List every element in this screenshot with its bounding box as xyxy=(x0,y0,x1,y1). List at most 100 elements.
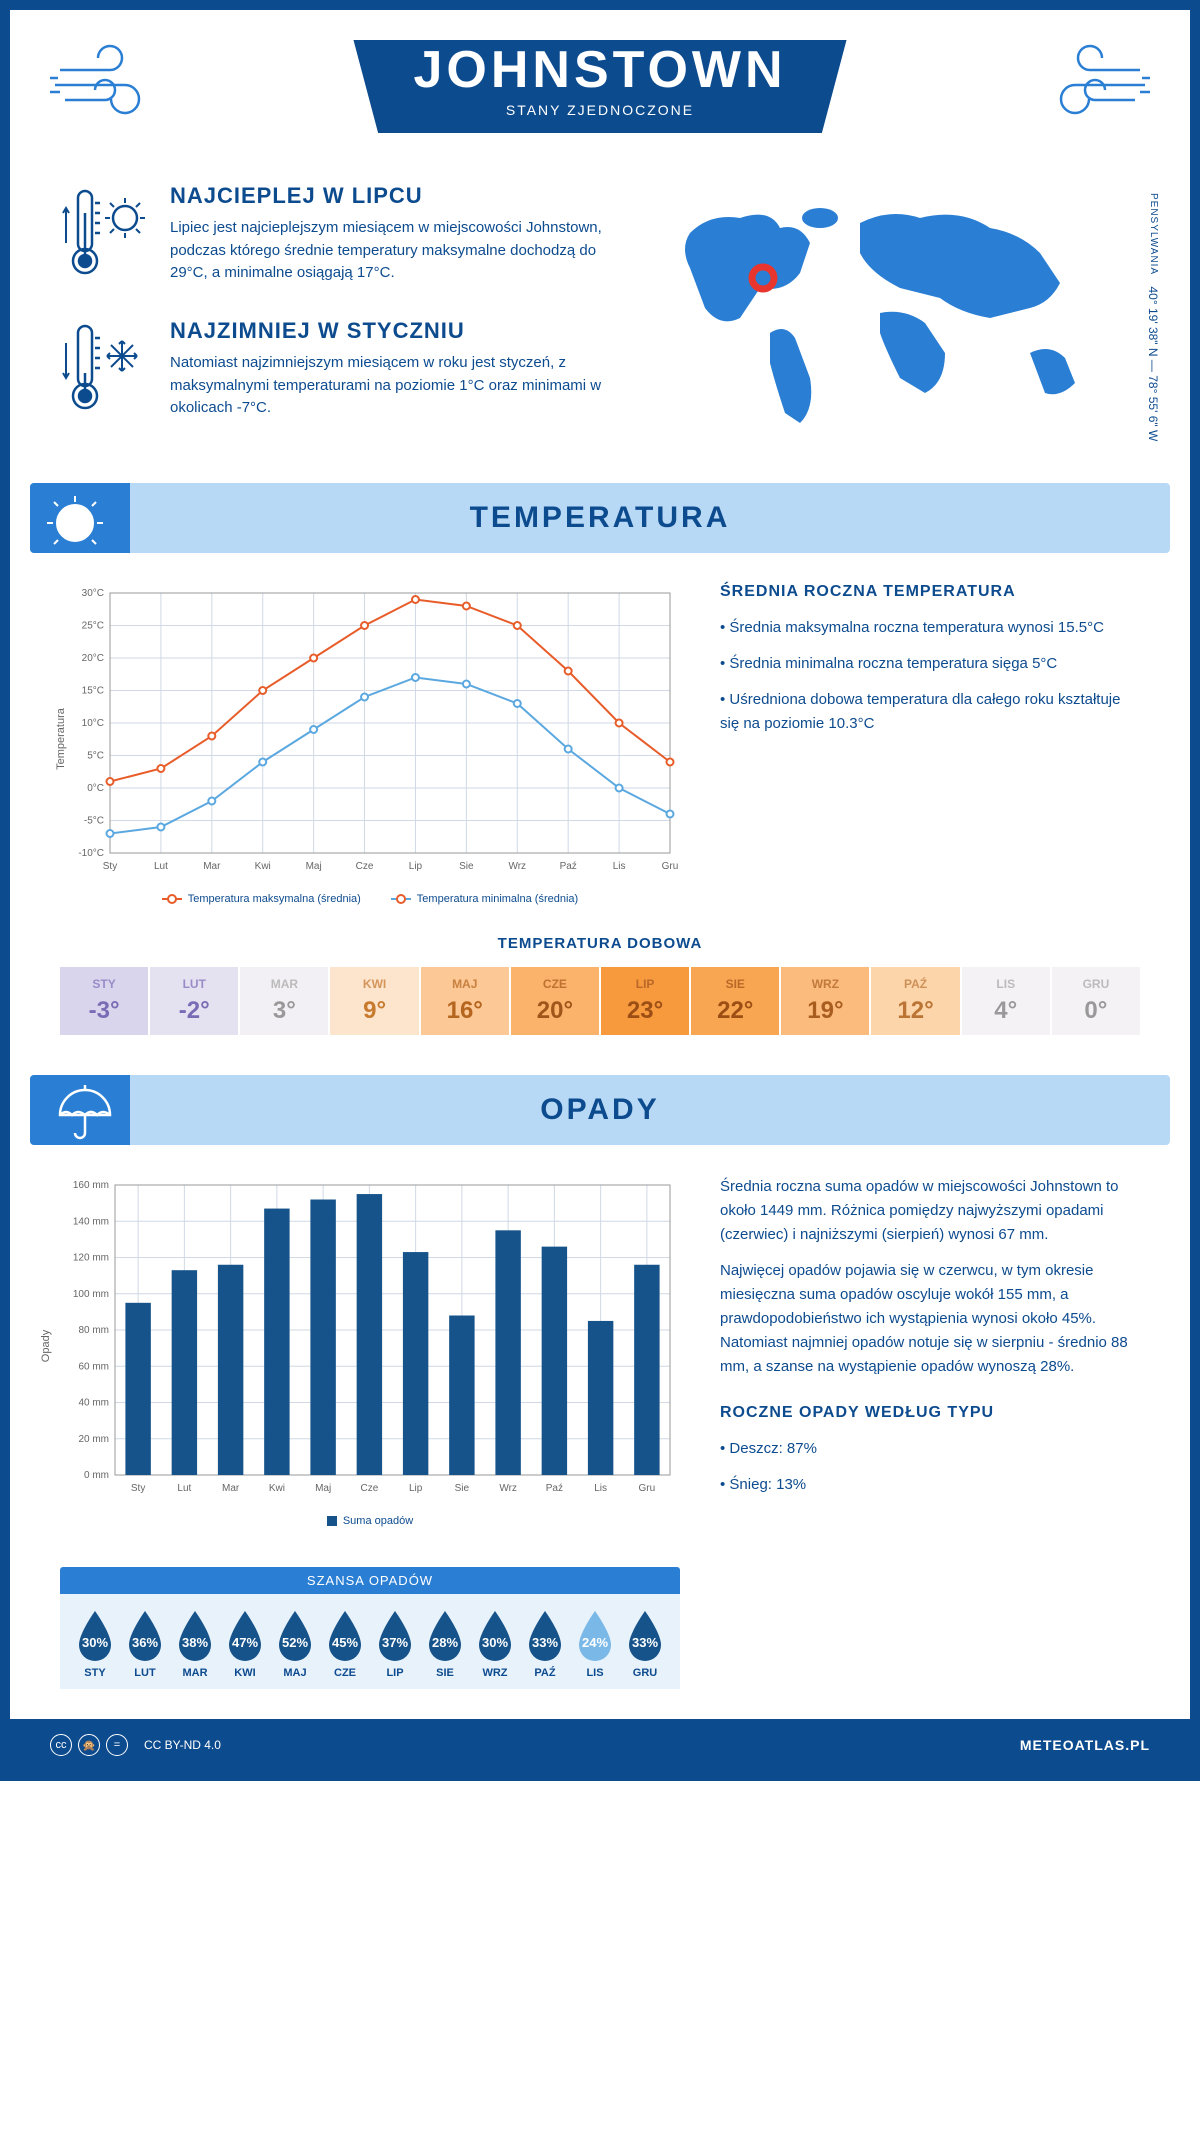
license-block: cc 🙊 = CC BY-ND 4.0 xyxy=(50,1734,221,1756)
drop-item: 33%PAŹ xyxy=(520,1609,570,1679)
umbrella-icon xyxy=(30,1075,130,1145)
intro-section: NAJCIEPLEJ W LIPCU Lipiec jest najcieple… xyxy=(10,153,1190,473)
cold-desc: Natomiast najzimniejszym miesiącem w rok… xyxy=(170,352,630,420)
temp-cell: LIS4° xyxy=(962,967,1050,1035)
svg-text:Lip: Lip xyxy=(409,861,423,872)
temperature-title: TEMPERATURA xyxy=(30,501,1170,535)
temp-bullet-0: • Średnia maksymalna roczna temperatura … xyxy=(720,616,1140,640)
license-text: CC BY-ND 4.0 xyxy=(144,1738,221,1752)
svg-text:100 mm: 100 mm xyxy=(73,1289,109,1300)
legend-max: .legend-sw:nth-child(1)::after{border-co… xyxy=(162,893,361,905)
thermometer-hot-icon xyxy=(60,183,150,288)
drop-item: 47%KWI xyxy=(220,1609,270,1679)
temp-cell: MAJ16° xyxy=(421,967,509,1035)
svg-text:Cze: Cze xyxy=(356,861,374,872)
svg-text:Mar: Mar xyxy=(222,1483,240,1494)
svg-text:Mar: Mar xyxy=(203,861,221,872)
temp-cell: LUT-2° xyxy=(150,967,238,1035)
temp-summary-title: ŚREDNIA ROCZNA TEMPERATURA xyxy=(720,583,1140,601)
drop-item: 30%STY xyxy=(70,1609,120,1679)
coord-sep: — xyxy=(1146,360,1160,372)
svg-text:Lip: Lip xyxy=(409,1483,423,1494)
svg-text:33%: 33% xyxy=(632,1635,658,1650)
temp-bullet-1: • Średnia minimalna roczna temperatura s… xyxy=(720,652,1140,676)
precip-type-title: ROCZNE OPADY WEDŁUG TYPU xyxy=(720,1404,1140,1422)
svg-text:Gru: Gru xyxy=(662,861,679,872)
svg-text:0 mm: 0 mm xyxy=(84,1470,109,1481)
precip-p2: Najwięcej opadów pojawia się w czerwcu, … xyxy=(720,1259,1140,1379)
drop-item: 37%LIP xyxy=(370,1609,420,1679)
header: JOHNSTOWN STANY ZJEDNOCZONE xyxy=(10,10,1190,153)
wind-icon-left xyxy=(50,40,170,125)
temperature-chart: Temperatura -10°C-5°C0°C5°C10°C15°C20°C2… xyxy=(60,583,680,905)
svg-text:60 mm: 60 mm xyxy=(78,1361,109,1372)
svg-text:30°C: 30°C xyxy=(82,588,104,599)
page-subtitle: STANY ZJEDNOCZONE xyxy=(413,102,786,118)
svg-text:160 mm: 160 mm xyxy=(73,1180,109,1191)
svg-text:Paź: Paź xyxy=(560,861,577,872)
wind-icon-right xyxy=(1030,40,1150,125)
cold-block: NAJZIMNIEJ W STYCZNIU Natomiast najzimni… xyxy=(60,318,630,423)
svg-text:24%: 24% xyxy=(582,1635,608,1650)
temperature-legend: .legend-sw:nth-child(1)::after{border-co… xyxy=(60,893,680,905)
temp-cell: STY-3° xyxy=(60,967,148,1035)
page-title: JOHNSTOWN xyxy=(413,40,786,100)
lat: 40° 19' 38" N xyxy=(1146,286,1160,356)
drop-item: 36%LUT xyxy=(120,1609,170,1679)
legend-precip: Suma opadów xyxy=(327,1515,413,1527)
svg-text:Lis: Lis xyxy=(613,861,626,872)
svg-text:Kwi: Kwi xyxy=(269,1483,285,1494)
svg-text:Maj: Maj xyxy=(306,861,322,872)
svg-text:5°C: 5°C xyxy=(87,751,104,762)
svg-text:Sie: Sie xyxy=(455,1483,470,1494)
precip-type-1: • Śnieg: 13% xyxy=(720,1473,1140,1497)
precipitation-chart: Opady 0 mm20 mm40 mm60 mm80 mm100 mm120 … xyxy=(60,1175,680,1527)
svg-text:Sty: Sty xyxy=(131,1483,145,1494)
hot-block: NAJCIEPLEJ W LIPCU Lipiec jest najcieple… xyxy=(60,183,630,288)
sun-icon xyxy=(30,483,130,553)
intro-left: NAJCIEPLEJ W LIPCU Lipiec jest najcieple… xyxy=(60,183,630,453)
temperature-line-chart: -10°C-5°C0°C5°C10°C15°C20°C25°C30°CStyLu… xyxy=(60,583,680,883)
svg-text:52%: 52% xyxy=(282,1635,308,1650)
svg-text:0°C: 0°C xyxy=(87,783,104,794)
state-label: PENSYLWANIA xyxy=(1148,193,1159,275)
svg-text:28%: 28% xyxy=(432,1635,458,1650)
thermometer-cold-icon xyxy=(60,318,150,423)
footer: cc 🙊 = CC BY-ND 4.0 METEOATLAS.PL xyxy=(10,1719,1190,1771)
temp-cell: GRU0° xyxy=(1052,967,1140,1035)
temp-bullet-2: • Uśredniona dobowa temperatura dla całe… xyxy=(720,688,1140,736)
precipitation-summary: Średnia roczna suma opadów w miejscowośc… xyxy=(720,1175,1140,1527)
temp-cell: PAŹ12° xyxy=(871,967,959,1035)
svg-text:Lut: Lut xyxy=(154,861,168,872)
lon: 78° 55' 6" W xyxy=(1146,375,1160,441)
svg-text:47%: 47% xyxy=(232,1635,258,1650)
temp-cell: WRZ19° xyxy=(781,967,869,1035)
daily-temp-grid: STY-3°LUT-2°MAR3°KWI9°MAJ16°CZE20°LIP23°… xyxy=(60,967,1140,1035)
temp-cell: MAR3° xyxy=(240,967,328,1035)
svg-text:25°C: 25°C xyxy=(82,621,104,632)
legend-min: Temperatura minimalna (średnia) xyxy=(391,893,578,905)
svg-text:20 mm: 20 mm xyxy=(78,1434,109,1445)
temp-cell: SIE22° xyxy=(691,967,779,1035)
drop-item: 45%CZE xyxy=(320,1609,370,1679)
header-banner: JOHNSTOWN STANY ZJEDNOCZONE xyxy=(353,40,846,133)
svg-text:Kwi: Kwi xyxy=(255,861,271,872)
precipitation-section-bar: OPADY xyxy=(30,1075,1170,1145)
drop-item: 28%SIE xyxy=(420,1609,470,1679)
svg-text:Sty: Sty xyxy=(103,861,117,872)
svg-text:Gru: Gru xyxy=(639,1483,656,1494)
site-name: METEOATLAS.PL xyxy=(1020,1737,1150,1753)
svg-text:45%: 45% xyxy=(332,1635,358,1650)
svg-text:10°C: 10°C xyxy=(82,718,104,729)
rain-drops-row: 30%STY36%LUT38%MAR47%KWI52%MAJ45%CZE37%L… xyxy=(60,1594,680,1689)
temperature-chart-row: Temperatura -10°C-5°C0°C5°C10°C15°C20°C2… xyxy=(10,553,1190,925)
temp-cell: LIP23° xyxy=(601,967,689,1035)
precipitation-legend: Suma opadów xyxy=(60,1515,680,1527)
coordinates: PENSYLWANIA 40° 19' 38" N — 78° 55' 6" W xyxy=(1146,193,1160,441)
daily-title: TEMPERATURA DOBOWA xyxy=(60,935,1140,952)
by-icon: 🙊 xyxy=(78,1734,100,1756)
svg-text:Cze: Cze xyxy=(360,1483,378,1494)
svg-text:Lis: Lis xyxy=(594,1483,607,1494)
precip-type-0: • Deszcz: 87% xyxy=(720,1437,1140,1461)
rain-chance: SZANSA OPADÓW 30%STY36%LUT38%MAR47%KWI52… xyxy=(60,1567,680,1689)
